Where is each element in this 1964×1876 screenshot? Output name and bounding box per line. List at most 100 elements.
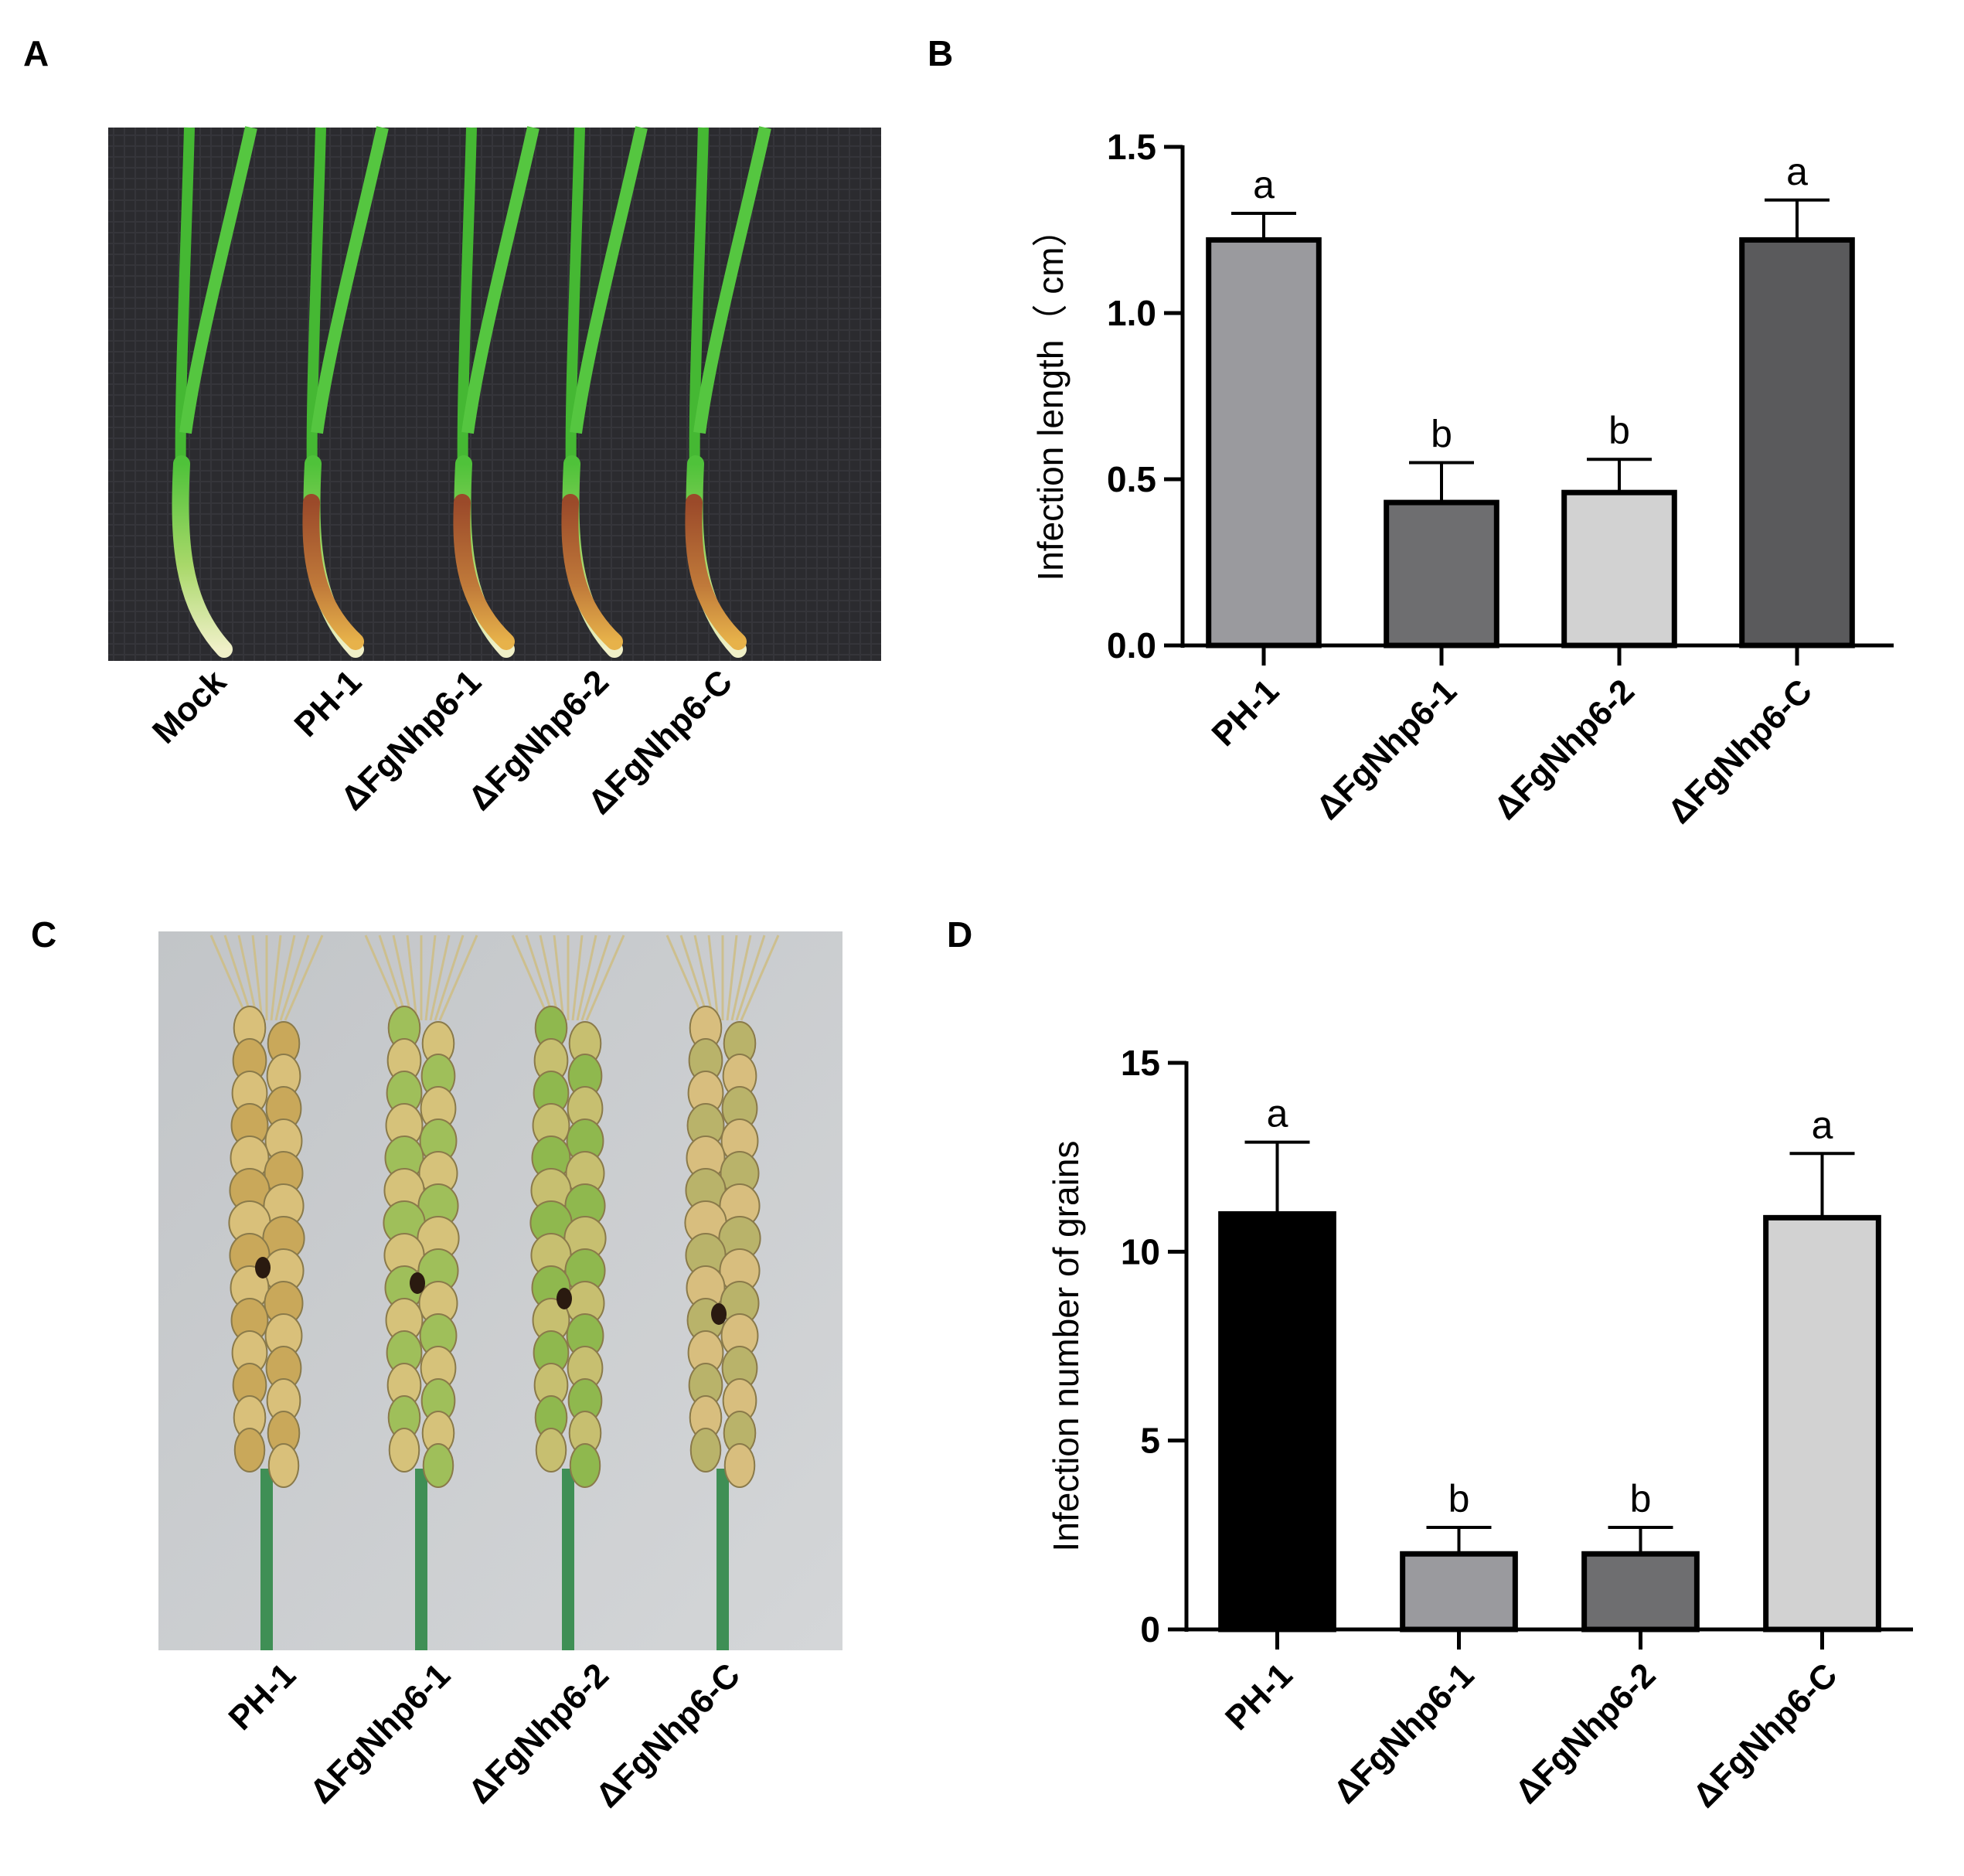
x-tick-label: ΔFgNhp6-C: [1660, 672, 1819, 831]
awn: [553, 935, 565, 1021]
panel-letter-c: C: [31, 914, 56, 955]
significance-label: b: [1608, 409, 1630, 452]
spikelet: [723, 1443, 756, 1488]
y-tick-label: 5: [1140, 1421, 1160, 1461]
awn: [364, 935, 404, 1021]
photo-seedlings: [108, 126, 881, 661]
x-tick-label: ΔFgNhp6-1: [1326, 1656, 1481, 1810]
awn: [585, 935, 625, 1021]
photo-a-label: Mock: [145, 662, 234, 751]
stem: [172, 455, 233, 658]
awn: [576, 935, 597, 1021]
y-tick-label: 1.5: [1107, 127, 1156, 167]
bar: [1763, 1214, 1881, 1633]
y-tick-label: 0.5: [1107, 459, 1156, 499]
awn: [693, 935, 715, 1021]
leaf-blade: [693, 126, 771, 434]
awn: [251, 935, 264, 1021]
spikelet: [422, 1443, 454, 1488]
wheat-head: [511, 935, 625, 1650]
awn: [740, 935, 780, 1021]
x-tick-label: ΔFgNhp6-1: [1309, 672, 1464, 826]
awn: [424, 935, 437, 1021]
bar: [1400, 1551, 1518, 1633]
seedling: [685, 126, 771, 658]
significance-label: a: [1786, 150, 1808, 193]
bar: [1218, 1210, 1336, 1633]
wheat-head: [209, 935, 324, 1650]
x-tick-label: ΔFgNhp6-2: [1508, 1656, 1663, 1810]
x-tick-label: PH-1: [1218, 1656, 1300, 1738]
significance-label: a: [1267, 1092, 1288, 1135]
leaf-blade: [461, 126, 540, 434]
panel-letter-b: B: [928, 33, 953, 73]
awn: [539, 935, 560, 1021]
spikelet: [388, 1428, 420, 1473]
spikelet: [233, 1428, 266, 1473]
leaf-blade: [570, 126, 648, 434]
bar: [1206, 237, 1322, 649]
significance-label: b: [1448, 1477, 1470, 1520]
y-tick-label: 15: [1121, 1043, 1160, 1083]
wheat-heads-group: [209, 935, 780, 1650]
spikelet: [689, 1428, 722, 1473]
awn: [237, 935, 259, 1021]
stalk: [260, 1469, 273, 1650]
awn: [580, 935, 611, 1021]
photo-c-label: PH-1: [222, 1656, 304, 1738]
x-tick-label: PH-1: [1205, 672, 1287, 754]
stalk: [415, 1469, 427, 1650]
inoculation-spot: [711, 1303, 727, 1325]
awn: [511, 935, 551, 1021]
panel-letter-a: A: [23, 33, 49, 73]
significance-label: b: [1431, 413, 1452, 456]
awn: [279, 935, 310, 1021]
wheat-head: [665, 935, 780, 1650]
awn: [429, 935, 451, 1021]
bar: [1581, 1551, 1700, 1633]
spikelet: [535, 1428, 567, 1473]
awn: [726, 935, 738, 1021]
leaf-blade: [311, 126, 389, 434]
lesion: [685, 494, 747, 650]
seedling: [302, 126, 389, 658]
y-tick-label: 10: [1121, 1231, 1160, 1272]
awn: [406, 935, 418, 1021]
chart-infection-grains: 0 5 10 15 Infection number of grains a PH-1 b ΔF…: [1046, 1043, 1913, 1815]
awn: [571, 935, 584, 1021]
seedlings-group: [172, 126, 771, 658]
significance-label: b: [1630, 1477, 1652, 1520]
y-tick-label: 0: [1140, 1609, 1160, 1650]
stalk: [562, 1469, 574, 1650]
y-tick-label: 0.0: [1107, 625, 1156, 666]
seedling: [172, 126, 257, 658]
inoculation-spot: [557, 1288, 572, 1309]
y-axis-label: Infection length（ cm）: [1030, 211, 1070, 581]
awn: [274, 935, 296, 1021]
x-tick-label: ΔFgNhp6-C: [1686, 1656, 1845, 1815]
photo-a-label: PH-1: [288, 662, 369, 744]
seedling: [453, 126, 540, 658]
awn: [665, 935, 706, 1021]
photo-c-label: ΔFgNhp6-1: [303, 1656, 458, 1810]
awn: [438, 935, 478, 1021]
awn: [284, 935, 324, 1021]
awn: [392, 935, 414, 1021]
lesion: [453, 494, 515, 650]
photo-wheat-heads: [158, 931, 842, 1650]
photo-seedlings-background: [108, 128, 881, 661]
awn: [707, 935, 720, 1021]
lesion: [561, 494, 623, 650]
inoculation-spot: [255, 1257, 271, 1278]
spikelet: [569, 1443, 601, 1488]
stalk: [717, 1469, 729, 1650]
awn: [730, 935, 752, 1021]
x-tick-label: ΔFgNhp6-2: [1487, 672, 1642, 826]
y-axis-label: Infection number of grains: [1046, 1141, 1086, 1552]
bar: [1739, 237, 1855, 649]
bar: [1561, 489, 1677, 649]
wheat-head: [364, 935, 478, 1650]
